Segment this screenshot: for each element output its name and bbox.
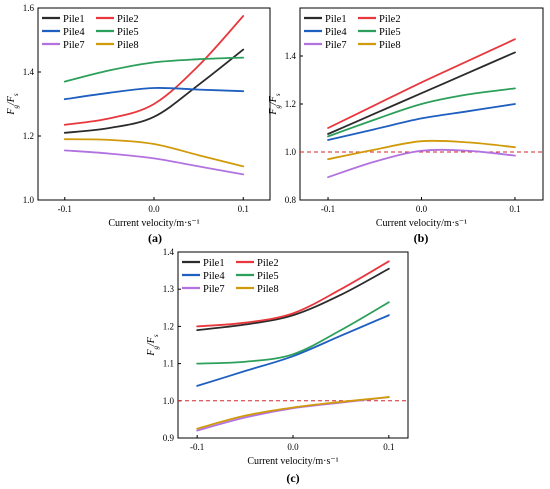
y-tick-label: 1.2 [285, 99, 296, 109]
legend-label-pile5: Pile5 [257, 271, 279, 282]
series-line-pile1 [327, 51, 516, 135]
x-tick-label: 0.0 [148, 204, 160, 214]
series-line-pile5 [196, 301, 390, 365]
y-tick-label: 0.9 [163, 433, 175, 443]
series-line-pile1 [196, 267, 390, 332]
x-tick-label: 0.0 [287, 442, 299, 452]
series-line-pile4 [63, 86, 245, 101]
panel-label: (a) [148, 231, 162, 245]
series-line-pile1 [63, 48, 245, 134]
series-line-pile4 [196, 314, 390, 387]
y-axis-label-subscript: s [274, 93, 282, 96]
legend-label-pile2: Pile2 [117, 14, 139, 25]
y-axis-label-part: F [146, 349, 157, 357]
y-tick-label: 1.4 [285, 51, 297, 61]
series-line-pile2 [327, 38, 516, 129]
series-line-pile7 [63, 149, 245, 176]
series-line-pile8 [196, 396, 390, 430]
legend-label-pile8: Pile8 [117, 40, 139, 51]
legend-label-pile1: Pile1 [63, 14, 85, 25]
panel-label: (c) [286, 471, 299, 485]
legend-label-pile2: Pile2 [257, 258, 279, 269]
x-tick-label: -0.1 [58, 204, 72, 214]
y-axis-label-subscript: g [274, 105, 282, 109]
x-tick-label: 0.1 [383, 442, 394, 452]
legend-label-pile7: Pile7 [63, 40, 85, 51]
series-line-pile8 [63, 138, 245, 168]
y-tick-label: 1.2 [163, 321, 174, 331]
series-line-pile4 [327, 103, 516, 141]
legend-label-pile5: Pile5 [117, 27, 139, 38]
series-line-pile2 [63, 15, 245, 126]
series-line-pile2 [196, 260, 390, 328]
y-tick-label: 1.0 [163, 396, 175, 406]
legend-label-pile2: Pile2 [379, 14, 401, 25]
x-tick-label: -0.1 [321, 204, 335, 214]
y-axis-label: Fg/Fs [268, 93, 282, 116]
series-group [63, 15, 245, 176]
y-axis-label-part: /F [268, 95, 279, 106]
y-axis-label-subscript: g [152, 346, 160, 350]
y-axis-label: Fg/Fs [146, 334, 160, 357]
legend-label-pile5: Pile5 [379, 27, 401, 38]
y-axis-label: Fg/Fs [6, 93, 20, 116]
y-axis-label-part: F [6, 108, 17, 116]
x-tick-label: 0.1 [238, 204, 249, 214]
y-axis-label-part: F [268, 108, 279, 116]
x-tick-label: -0.1 [190, 442, 204, 452]
series-group [196, 260, 390, 432]
y-tick-label: 0.8 [285, 195, 297, 205]
legend-label-pile4: Pile4 [203, 271, 225, 282]
x-axis-label: Current velocity/m·s⁻¹ [108, 218, 199, 229]
series-group [327, 38, 516, 179]
legend-label-pile7: Pile7 [325, 40, 347, 51]
y-tick-label: 1.4 [163, 247, 175, 257]
y-axis-label-subscript: s [12, 93, 20, 96]
legend-label-pile8: Pile8 [379, 40, 401, 51]
legend-label-pile4: Pile4 [325, 27, 347, 38]
y-tick-label: 1.4 [23, 67, 35, 77]
y-tick-label: 1.3 [163, 284, 175, 294]
x-axis-label: Current velocity/m·s⁻¹ [247, 456, 338, 467]
y-axis-label-part: /F [6, 95, 17, 106]
y-tick-label: 1.1 [163, 359, 174, 369]
legend: Pile1 Pile2 Pile4 Pile5 Pile7 Pile8 [304, 14, 401, 51]
legend-label-pile8: Pile8 [257, 284, 279, 295]
x-axis-label: Current velocity/m·s⁻¹ [376, 218, 467, 229]
series-line-pile7 [196, 396, 390, 432]
series-line-pile7 [327, 148, 516, 179]
y-tick-label: 1.0 [285, 147, 297, 157]
x-tick-label: 0.0 [416, 204, 428, 214]
y-tick-label: 1.6 [23, 3, 35, 13]
panel-label: (b) [414, 231, 429, 245]
legend: Pile1 Pile2 Pile4 Pile5 Pile7 Pile8 [42, 14, 139, 51]
legend-label-pile1: Pile1 [325, 14, 347, 25]
legend: Pile1 Pile2 Pile4 Pile5 Pile7 Pile8 [182, 258, 279, 295]
y-tick-label: 1.0 [23, 195, 35, 205]
legend-label-pile4: Pile4 [63, 27, 85, 38]
x-tick-label: 0.1 [509, 204, 520, 214]
y-axis-label-part: /F [146, 336, 157, 347]
series-line-pile5 [327, 87, 516, 138]
y-tick-label: 1.2 [23, 131, 34, 141]
y-axis-label-subscript: s [152, 334, 160, 337]
y-axis-label-subscript: g [12, 105, 20, 109]
series-line-pile8 [327, 139, 516, 161]
legend-label-pile1: Pile1 [203, 258, 225, 269]
series-line-pile5 [63, 56, 245, 83]
legend-label-pile7: Pile7 [203, 284, 225, 295]
